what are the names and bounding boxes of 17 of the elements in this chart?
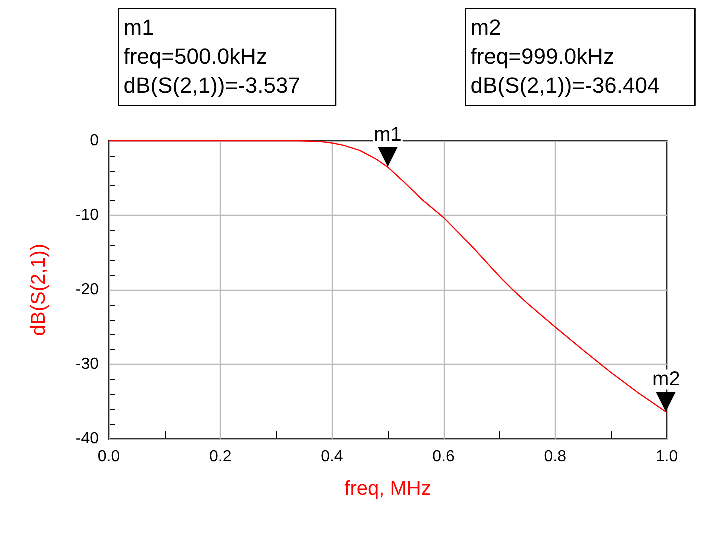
x-tick-label: 0.4 bbox=[321, 448, 344, 466]
x-tick-label: 0.0 bbox=[98, 448, 120, 466]
x-tick-label: 0.2 bbox=[209, 448, 232, 466]
y-tick-label: 0 bbox=[90, 132, 100, 150]
y-axis-title: dB(S(2,1)) bbox=[28, 244, 50, 336]
text: m1 freq=500.0kHz dB(S(2,1))=-3.537 bbox=[124, 14, 300, 98]
x-tick-label: 0.6 bbox=[432, 448, 456, 466]
y-tick-label: -40 bbox=[76, 430, 100, 448]
annotation: m2 bbox=[652, 368, 680, 391]
y-tick-label: -10 bbox=[76, 207, 100, 224]
x-tick-label: 1.0 bbox=[656, 448, 678, 466]
text: m2 freq=999.0kHz dB(S(2,1))=-36.404 bbox=[470, 14, 660, 98]
annotation: m1 bbox=[374, 124, 402, 146]
y-tick-label: -30 bbox=[76, 356, 100, 373]
x-axis-title: freq, MHz bbox=[344, 478, 432, 500]
x-tick-label: 0.8 bbox=[544, 448, 567, 466]
y-tick-label: -20 bbox=[76, 282, 100, 298]
